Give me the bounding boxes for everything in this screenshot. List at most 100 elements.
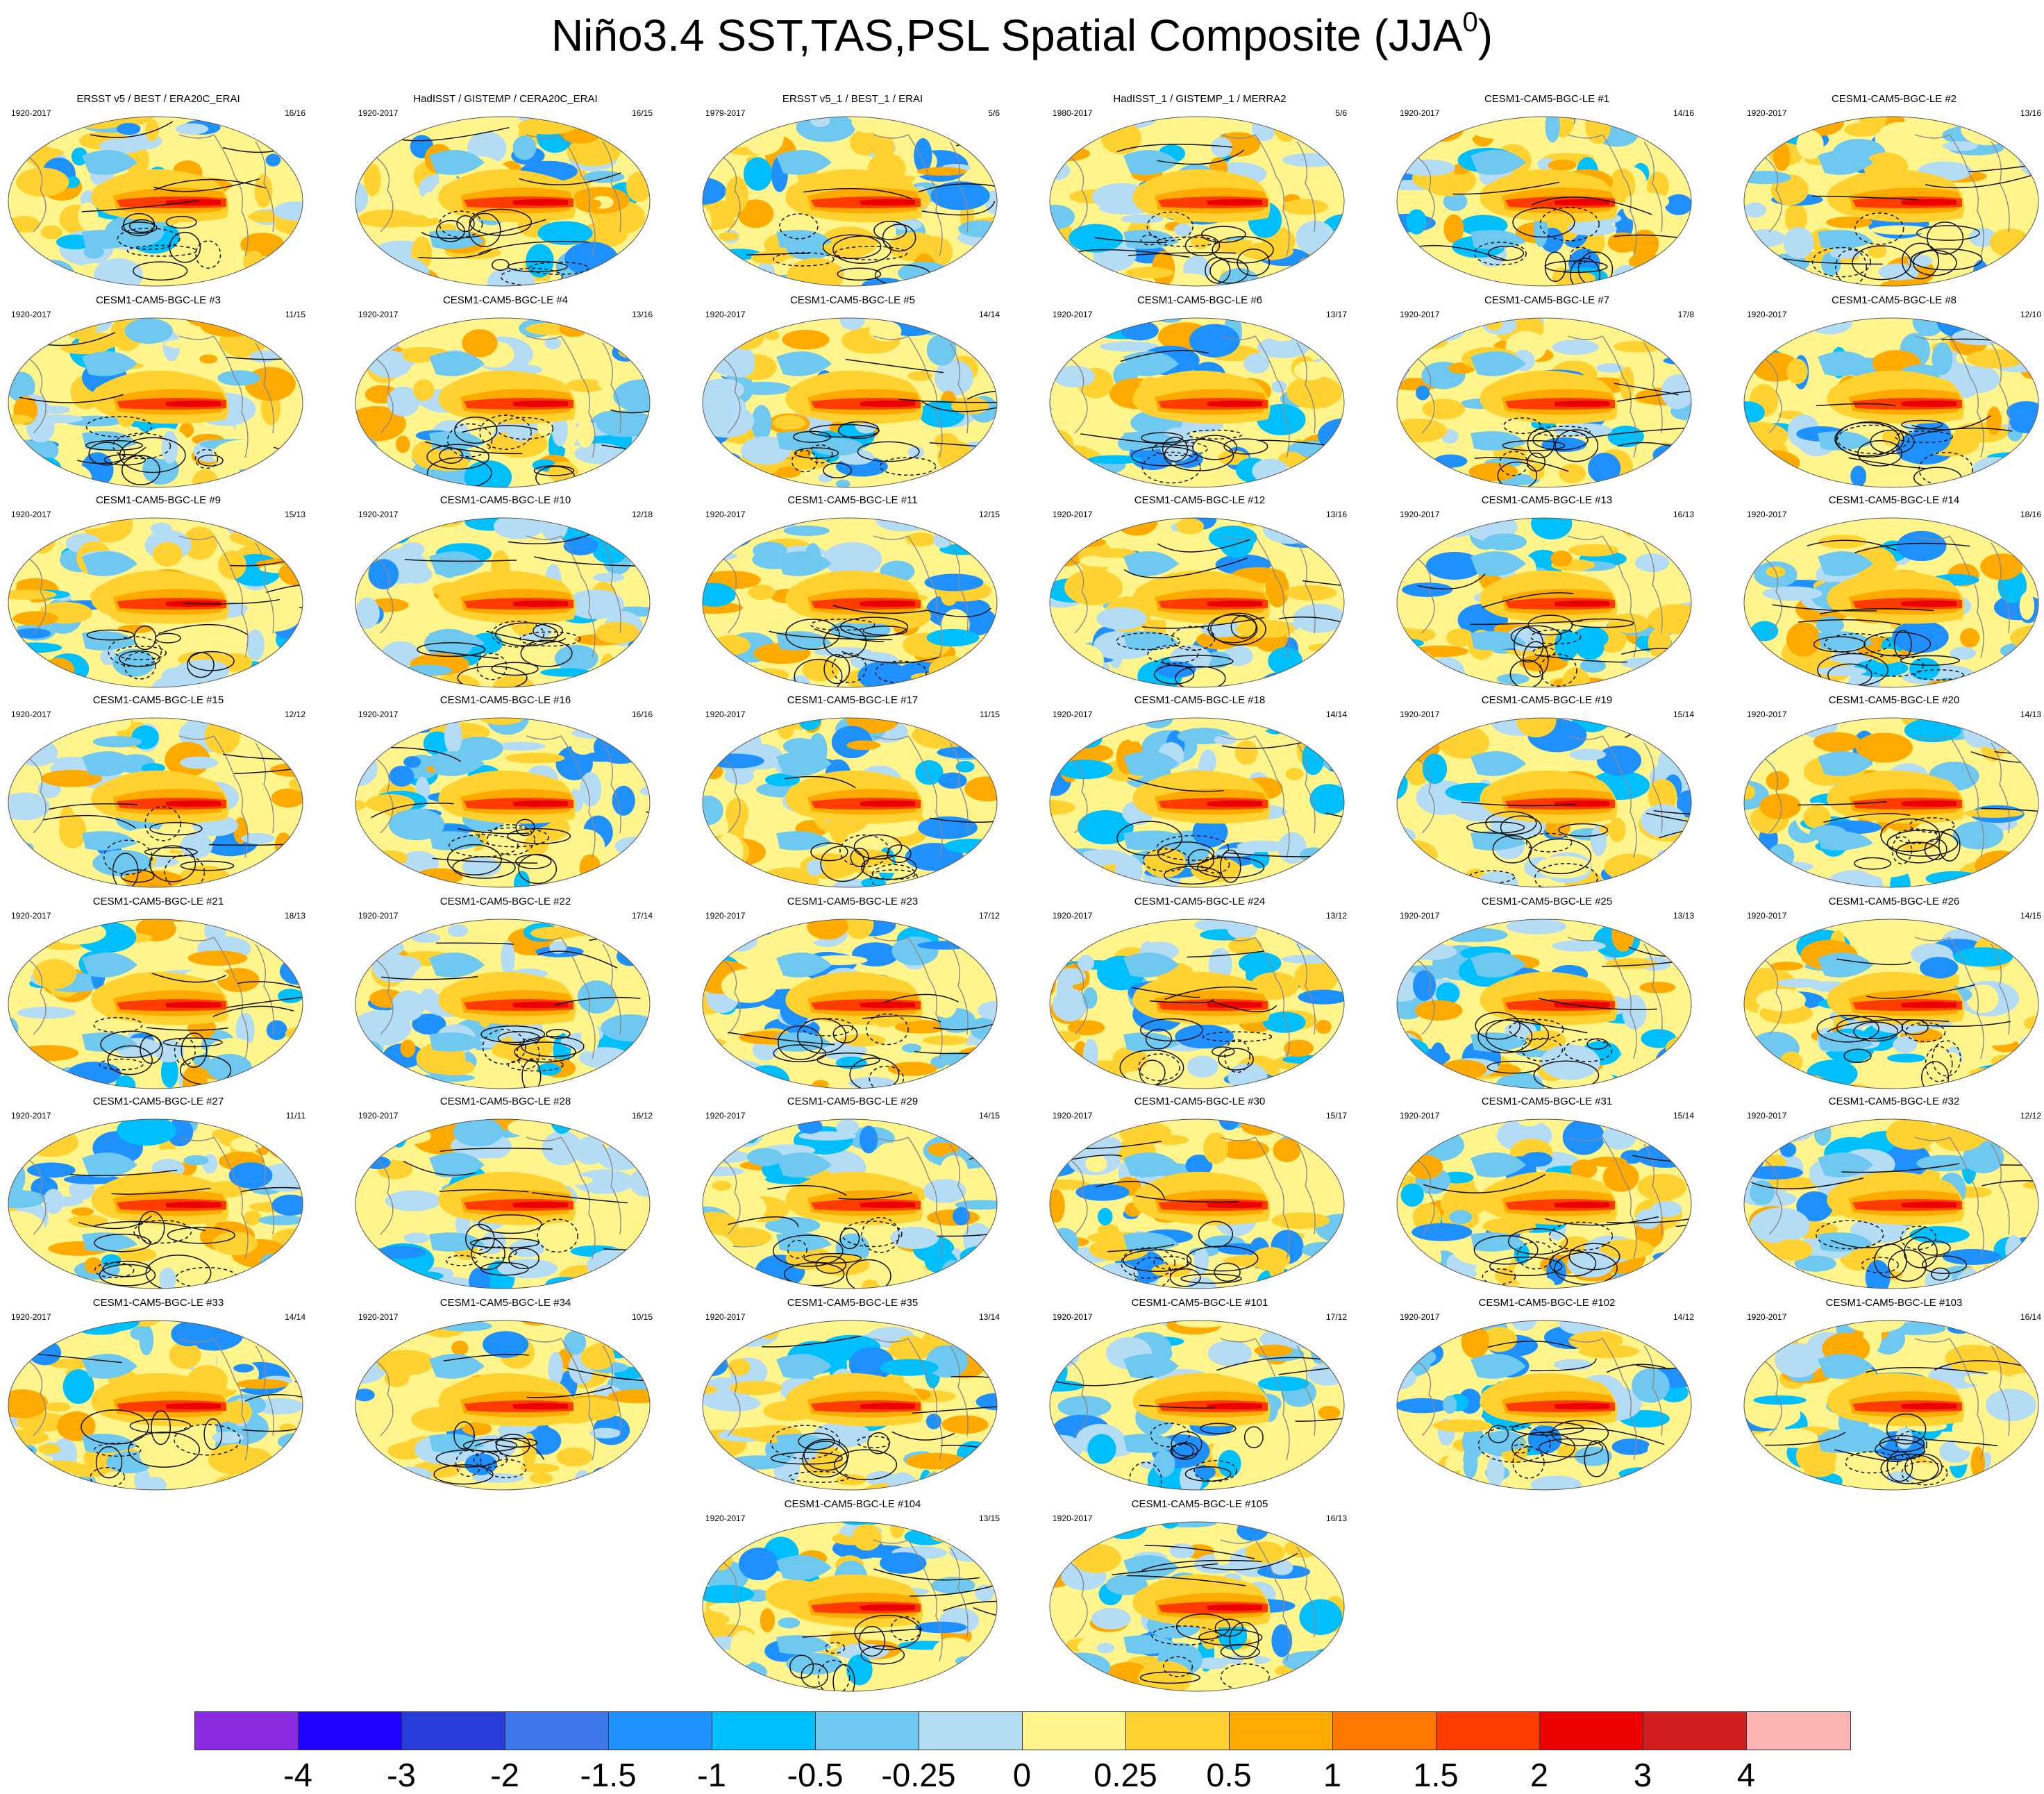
panel-years: 1920-2017 xyxy=(358,310,399,319)
anomaly-blob xyxy=(391,990,426,1021)
cool-lobe xyxy=(1123,1635,1179,1654)
anomaly-blob xyxy=(1976,1064,2033,1078)
panel-years: 1920-2017 xyxy=(1400,310,1440,319)
globe-map xyxy=(1049,517,1345,688)
psl-contour xyxy=(1423,1174,1545,1193)
anomaly-blob xyxy=(259,1253,283,1276)
psl-contour xyxy=(1120,349,1209,362)
anomaly-blob xyxy=(1745,1401,1801,1429)
anomaly-blob xyxy=(244,600,301,632)
coastline xyxy=(1067,1157,1088,1235)
anomaly-blob xyxy=(372,954,417,983)
warm-tongue-peak xyxy=(1554,400,1609,407)
anomaly-blob xyxy=(1262,476,1289,487)
psl-contour xyxy=(128,219,155,233)
anomaly-blob xyxy=(1397,931,1441,950)
anomaly-blob xyxy=(907,446,924,459)
anomaly-blob xyxy=(1480,1327,1518,1352)
anomaly-blob xyxy=(1510,1321,1538,1332)
anomaly-blob xyxy=(1432,1419,1493,1432)
psl-contour xyxy=(88,442,126,466)
panel-title: CESM1-CAM5-BGC-LE #104 xyxy=(784,1498,921,1510)
anomaly-blob xyxy=(16,167,69,197)
globe-outline xyxy=(1743,317,2039,488)
panel-years: 1920-2017 xyxy=(1400,510,1440,519)
psl-contour xyxy=(1854,212,1904,245)
anomaly-blob xyxy=(388,808,445,841)
anomaly-blob xyxy=(728,1359,751,1376)
anomaly-blob xyxy=(957,1273,997,1289)
anomaly-blob xyxy=(627,1273,650,1285)
anomaly-blob xyxy=(928,655,973,684)
psl-contour xyxy=(169,231,201,263)
panel-title: CESM1-CAM5-BGC-LE #17 xyxy=(787,694,919,706)
anomaly-blob xyxy=(71,147,88,166)
cool-lobe xyxy=(1471,551,1526,576)
anomaly-blob xyxy=(1397,1398,1449,1414)
psl-contour xyxy=(1925,1046,1953,1082)
warm-tongue-peak xyxy=(1207,1001,1262,1008)
psl-contour xyxy=(119,650,161,667)
anomaly-blob xyxy=(1091,1607,1131,1630)
coastline xyxy=(873,735,909,740)
panel-title: CESM1-CAM5-BGC-LE #25 xyxy=(1481,896,1613,907)
anomaly-blob xyxy=(236,1379,289,1389)
panel-count: 15/14 xyxy=(1673,1111,1694,1121)
anomaly-blob xyxy=(1596,745,1641,776)
psl-contour xyxy=(770,1425,841,1459)
anomaly-blob xyxy=(1055,1264,1105,1289)
anomaly-blob xyxy=(930,181,990,210)
psl-contour xyxy=(165,215,197,229)
psl-contour xyxy=(1198,1221,1234,1248)
coastline xyxy=(602,944,621,1035)
anomaly-blob xyxy=(1050,1227,1079,1260)
panel-years: 1920-2017 xyxy=(11,911,51,921)
globe-outline xyxy=(1743,116,2039,287)
anomaly-blob xyxy=(934,989,957,1018)
globe-outline xyxy=(1049,717,1345,888)
psl-contour xyxy=(129,1418,192,1434)
anomaly-blob xyxy=(876,1142,904,1164)
anomaly-blob xyxy=(1878,263,1918,280)
anomaly-blob xyxy=(1850,465,1867,487)
anomaly-blob xyxy=(1637,671,1686,687)
anomaly-blob xyxy=(253,1119,274,1129)
anomaly-blob xyxy=(839,1034,886,1047)
anomaly-blob xyxy=(1570,1159,1598,1179)
psl-contour xyxy=(435,219,465,242)
anomaly-blob xyxy=(1400,1183,1424,1207)
anomaly-blob xyxy=(403,664,453,676)
anomaly-blob xyxy=(1744,401,1765,424)
psl-contour xyxy=(119,437,186,473)
panel-count: 17/12 xyxy=(1325,1312,1347,1322)
globe-outline xyxy=(8,116,303,287)
anomaly-blob xyxy=(1413,1130,1465,1162)
map-panel: CESM1-CAM5-BGC-LE #103 1920-2017 16/14 xyxy=(1741,1297,2044,1493)
psl-contour xyxy=(1819,608,1934,615)
psl-contour xyxy=(554,996,641,1006)
cool-lobe xyxy=(776,230,832,249)
anomaly-blob xyxy=(1932,342,1953,375)
psl-contour xyxy=(1141,1559,1262,1571)
psl-contour xyxy=(1918,1240,1951,1256)
anomaly-blob xyxy=(937,746,987,759)
anomaly-blob xyxy=(1494,1071,1545,1089)
psl-contour xyxy=(1894,430,1953,444)
map-panel: CESM1-CAM5-BGC-LE #12 1920-2017 13/16 xyxy=(1047,494,1352,690)
psl-contour xyxy=(124,651,156,680)
anomaly-blob xyxy=(1096,607,1147,630)
anomaly-blob xyxy=(54,884,73,887)
anomaly-blob xyxy=(521,1432,537,1468)
anomaly-blob xyxy=(67,1062,122,1086)
anomaly-blob xyxy=(1175,1321,1228,1328)
anomaly-blob xyxy=(580,771,602,807)
anomaly-blob xyxy=(1445,1455,1464,1472)
cool-lobe xyxy=(82,1232,137,1252)
anomaly-blob xyxy=(928,476,952,487)
cool-lobe xyxy=(776,1152,832,1177)
colorbar-segment xyxy=(712,1712,816,1750)
coastline xyxy=(1602,1338,1637,1461)
cool-lobe xyxy=(429,1152,485,1177)
anomaly-blob xyxy=(1912,318,1945,337)
anomaly-blob xyxy=(1786,622,1821,657)
